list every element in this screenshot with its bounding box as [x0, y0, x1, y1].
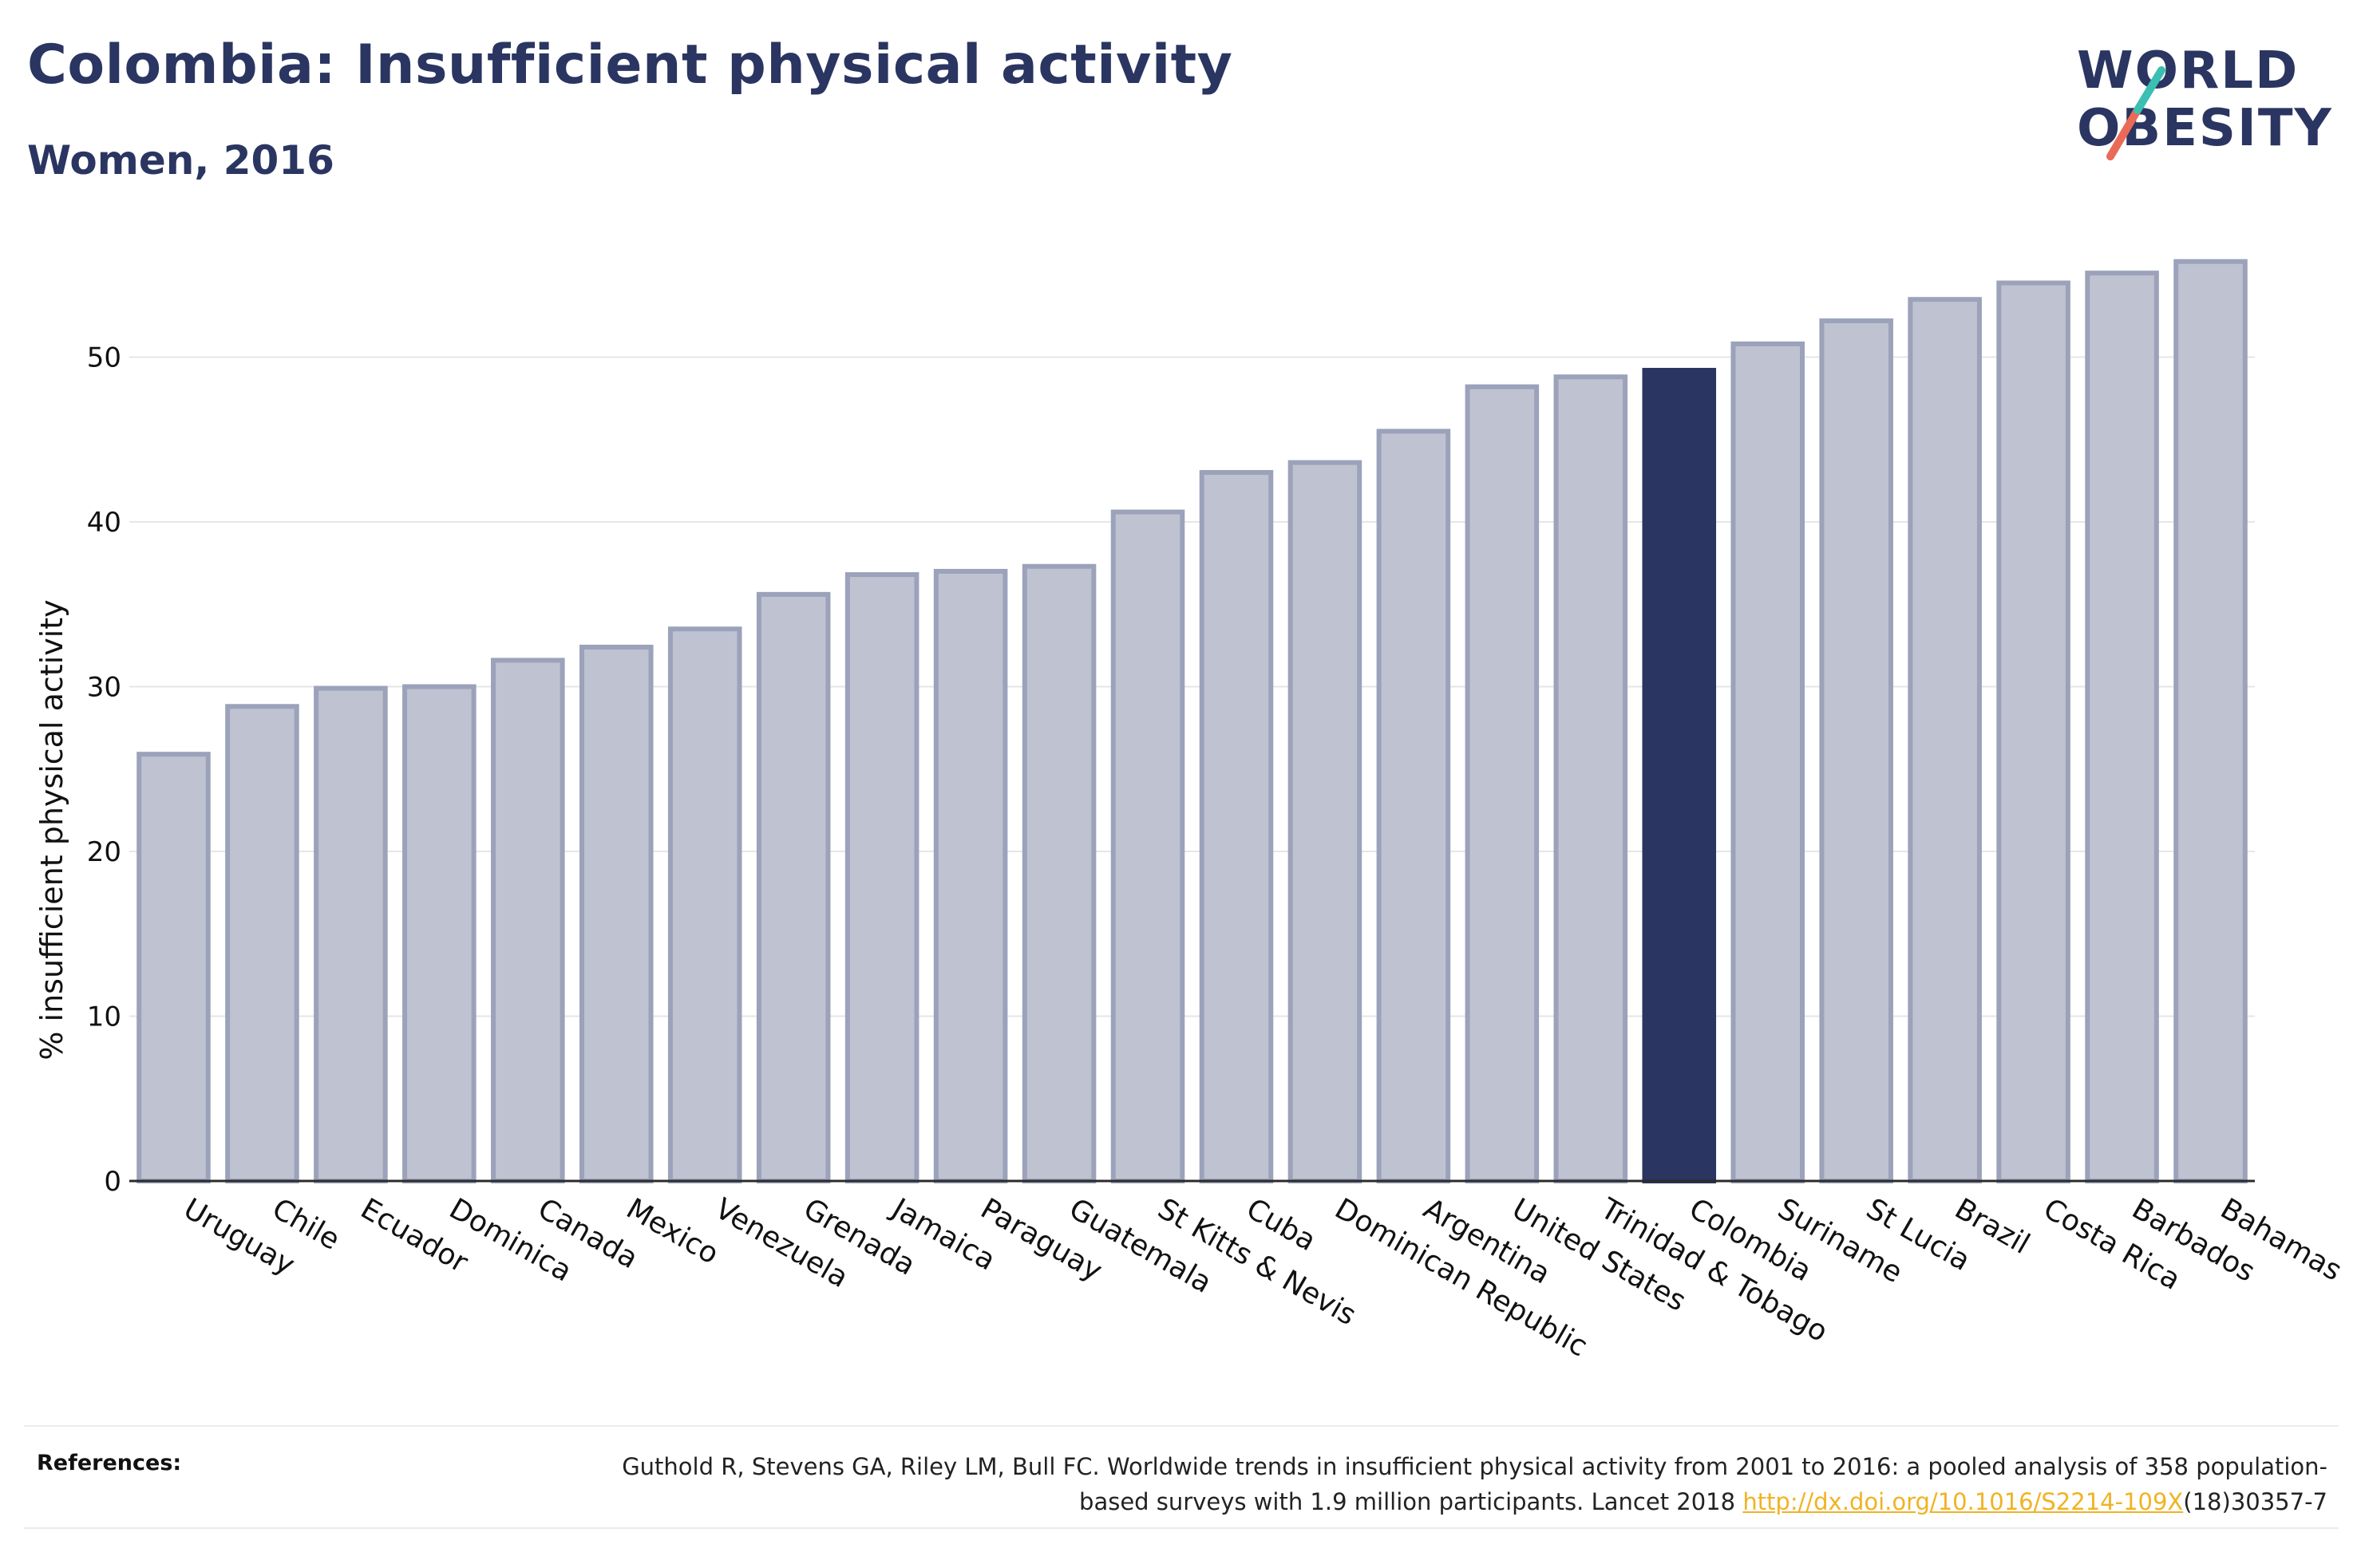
bar — [2085, 271, 2159, 1183]
bars — [136, 259, 2248, 1184]
bar — [1730, 341, 1805, 1184]
y-tick-label: 20 — [87, 836, 121, 868]
bar — [314, 685, 388, 1183]
bar — [1376, 429, 1451, 1183]
grid-lines — [129, 356, 2255, 1017]
y-tick-label: 30 — [87, 672, 121, 704]
y-tick-label: 10 — [87, 1001, 121, 1033]
bar — [1199, 470, 1274, 1183]
y-axis-label: % insufficient physical activity — [34, 599, 69, 1060]
bar — [225, 704, 299, 1183]
references-box: References: Guthold R, Stevens GA, Riley… — [24, 1425, 2339, 1529]
bar — [1996, 280, 2070, 1184]
y-tick-label: 40 — [87, 507, 121, 539]
bar — [667, 626, 742, 1183]
reference-doi-link[interactable]: http://dx.doi.org/10.1016/S2214-109X — [1742, 1488, 2184, 1515]
bar — [1553, 374, 1628, 1183]
y-tick-labels: 0 10 20 30 40 50 — [87, 342, 121, 1199]
bar — [1287, 460, 1362, 1183]
y-tick-label: 50 — [87, 342, 121, 374]
reference-citation: Guthold R, Stevens GA, Riley LM, Bull FC… — [622, 1453, 2327, 1515]
bar — [933, 568, 1008, 1183]
bar — [1110, 509, 1185, 1183]
bar — [2173, 259, 2248, 1184]
world-obesity-logo: WORLD OBESITY — [2075, 24, 2347, 168]
bar — [136, 752, 211, 1183]
bar — [1465, 384, 1540, 1184]
logo-slash-icon — [2106, 66, 2165, 160]
reference-citation-end: (18)30357-7 — [2183, 1488, 2327, 1515]
bar-highlight — [1642, 368, 1717, 1183]
bar — [1908, 297, 1982, 1184]
page-subtitle: Women, 2016 — [27, 137, 334, 184]
logo-line-1: WORLD — [2077, 41, 2300, 101]
y-tick-label: 0 — [104, 1166, 121, 1198]
bar — [1819, 318, 1893, 1184]
references-text: Guthold R, Stevens GA, Riley LM, Bull FC… — [571, 1449, 2327, 1519]
bar — [491, 658, 565, 1183]
bar — [579, 644, 654, 1183]
page-title: Colombia: Insufficient physical activity — [27, 34, 1233, 97]
bar — [844, 572, 919, 1183]
references-label: References: — [37, 1451, 182, 1475]
bar — [402, 684, 477, 1183]
bar — [756, 591, 831, 1183]
bar — [1022, 563, 1097, 1183]
